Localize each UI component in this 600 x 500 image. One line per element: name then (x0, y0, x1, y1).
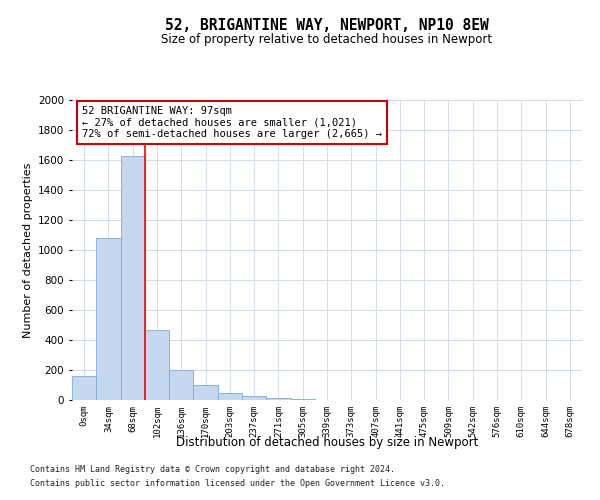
Bar (121, 156, 145, 400)
Bar (218, 393, 242, 400)
Text: Distribution of detached houses by size in Newport: Distribution of detached houses by size … (176, 436, 478, 449)
Y-axis label: Number of detached properties: Number of detached properties (23, 162, 32, 338)
Text: 52, BRIGANTINE WAY, NEWPORT, NP10 8EW: 52, BRIGANTINE WAY, NEWPORT, NP10 8EW (165, 18, 489, 32)
Bar (72, 376, 96, 400)
Bar (169, 370, 193, 400)
Bar (242, 396, 266, 400)
Bar (96, 238, 121, 400)
Text: Contains HM Land Registry data © Crown copyright and database right 2024.: Contains HM Land Registry data © Crown c… (30, 466, 395, 474)
Bar (290, 399, 315, 400)
Bar (145, 330, 169, 400)
Text: Contains public sector information licensed under the Open Government Licence v3: Contains public sector information licen… (30, 479, 445, 488)
Bar (193, 385, 218, 400)
Text: Size of property relative to detached houses in Newport: Size of property relative to detached ho… (161, 32, 493, 46)
Bar (266, 398, 290, 400)
Text: 52 BRIGANTINE WAY: 97sqm
← 27% of detached houses are smaller (1,021)
72% of sem: 52 BRIGANTINE WAY: 97sqm ← 27% of detach… (82, 106, 382, 139)
